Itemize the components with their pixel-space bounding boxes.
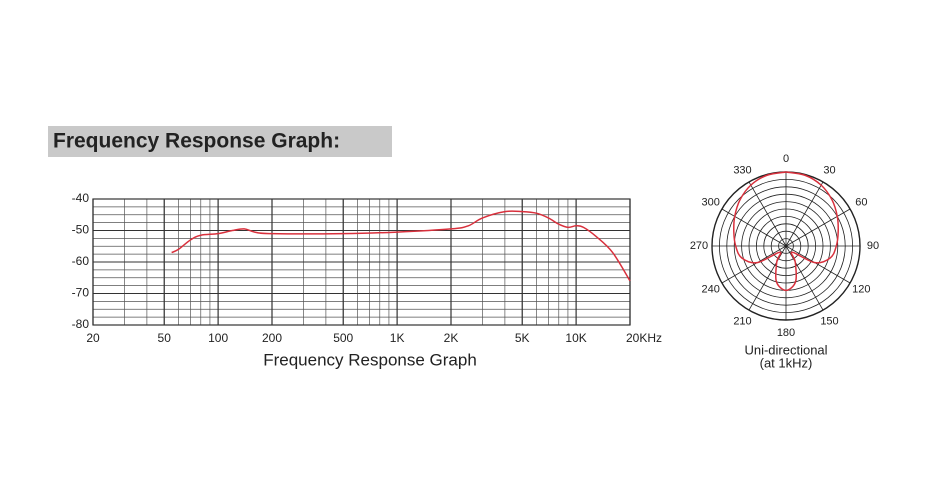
angle-label: 270 bbox=[690, 240, 708, 252]
chart-title: Frequency Response Graph: bbox=[53, 130, 340, 153]
angle-label: 330 bbox=[733, 165, 751, 177]
title-banner bbox=[48, 126, 392, 157]
x-tick-label: 2K bbox=[444, 331, 459, 345]
x-tick-label: 5K bbox=[515, 331, 530, 345]
angle-label: 180 bbox=[777, 327, 795, 339]
polar-title: Uni-directional bbox=[744, 342, 827, 357]
angle-label: 210 bbox=[733, 315, 751, 327]
y-tick-label: -80 bbox=[72, 317, 90, 331]
angle-label: 60 bbox=[855, 196, 867, 208]
x-tick-label: 20 bbox=[86, 331, 100, 345]
angle-label: 30 bbox=[823, 165, 835, 177]
plot-frame bbox=[92, 198, 631, 326]
x-tick-label: 500 bbox=[333, 331, 353, 345]
angle-label: 300 bbox=[701, 196, 719, 208]
polar-pattern bbox=[733, 171, 839, 292]
x-tick-label: 10K bbox=[565, 331, 586, 345]
angle-label: 90 bbox=[867, 240, 879, 252]
spoke bbox=[785, 181, 824, 247]
y-tick-label: -60 bbox=[72, 254, 90, 268]
spoke bbox=[785, 208, 851, 247]
spoke bbox=[721, 245, 787, 284]
response-line bbox=[171, 210, 631, 282]
spoke bbox=[785, 245, 851, 284]
x-tick-label: 50 bbox=[158, 331, 172, 345]
angle-label: 150 bbox=[820, 315, 838, 327]
angle-label: 0 bbox=[783, 153, 789, 165]
spoke bbox=[721, 208, 787, 247]
x-tick-label: 20KHz bbox=[626, 331, 662, 345]
polar-subtitle: (at 1kHz) bbox=[760, 355, 813, 370]
spoke bbox=[748, 181, 787, 247]
x-tick-label: 100 bbox=[208, 331, 228, 345]
y-tick-label: -70 bbox=[72, 286, 90, 300]
angle-label: 240 bbox=[701, 283, 719, 295]
x-axis-label: Frequency Response Graph bbox=[263, 350, 477, 369]
y-tick-label: -40 bbox=[72, 191, 90, 205]
spoke bbox=[785, 245, 824, 311]
spoke bbox=[748, 245, 787, 311]
y-tick-label: -50 bbox=[72, 223, 90, 237]
x-tick-label: 1K bbox=[390, 331, 405, 345]
x-tick-label: 200 bbox=[262, 331, 282, 345]
angle-label: 120 bbox=[852, 283, 870, 295]
